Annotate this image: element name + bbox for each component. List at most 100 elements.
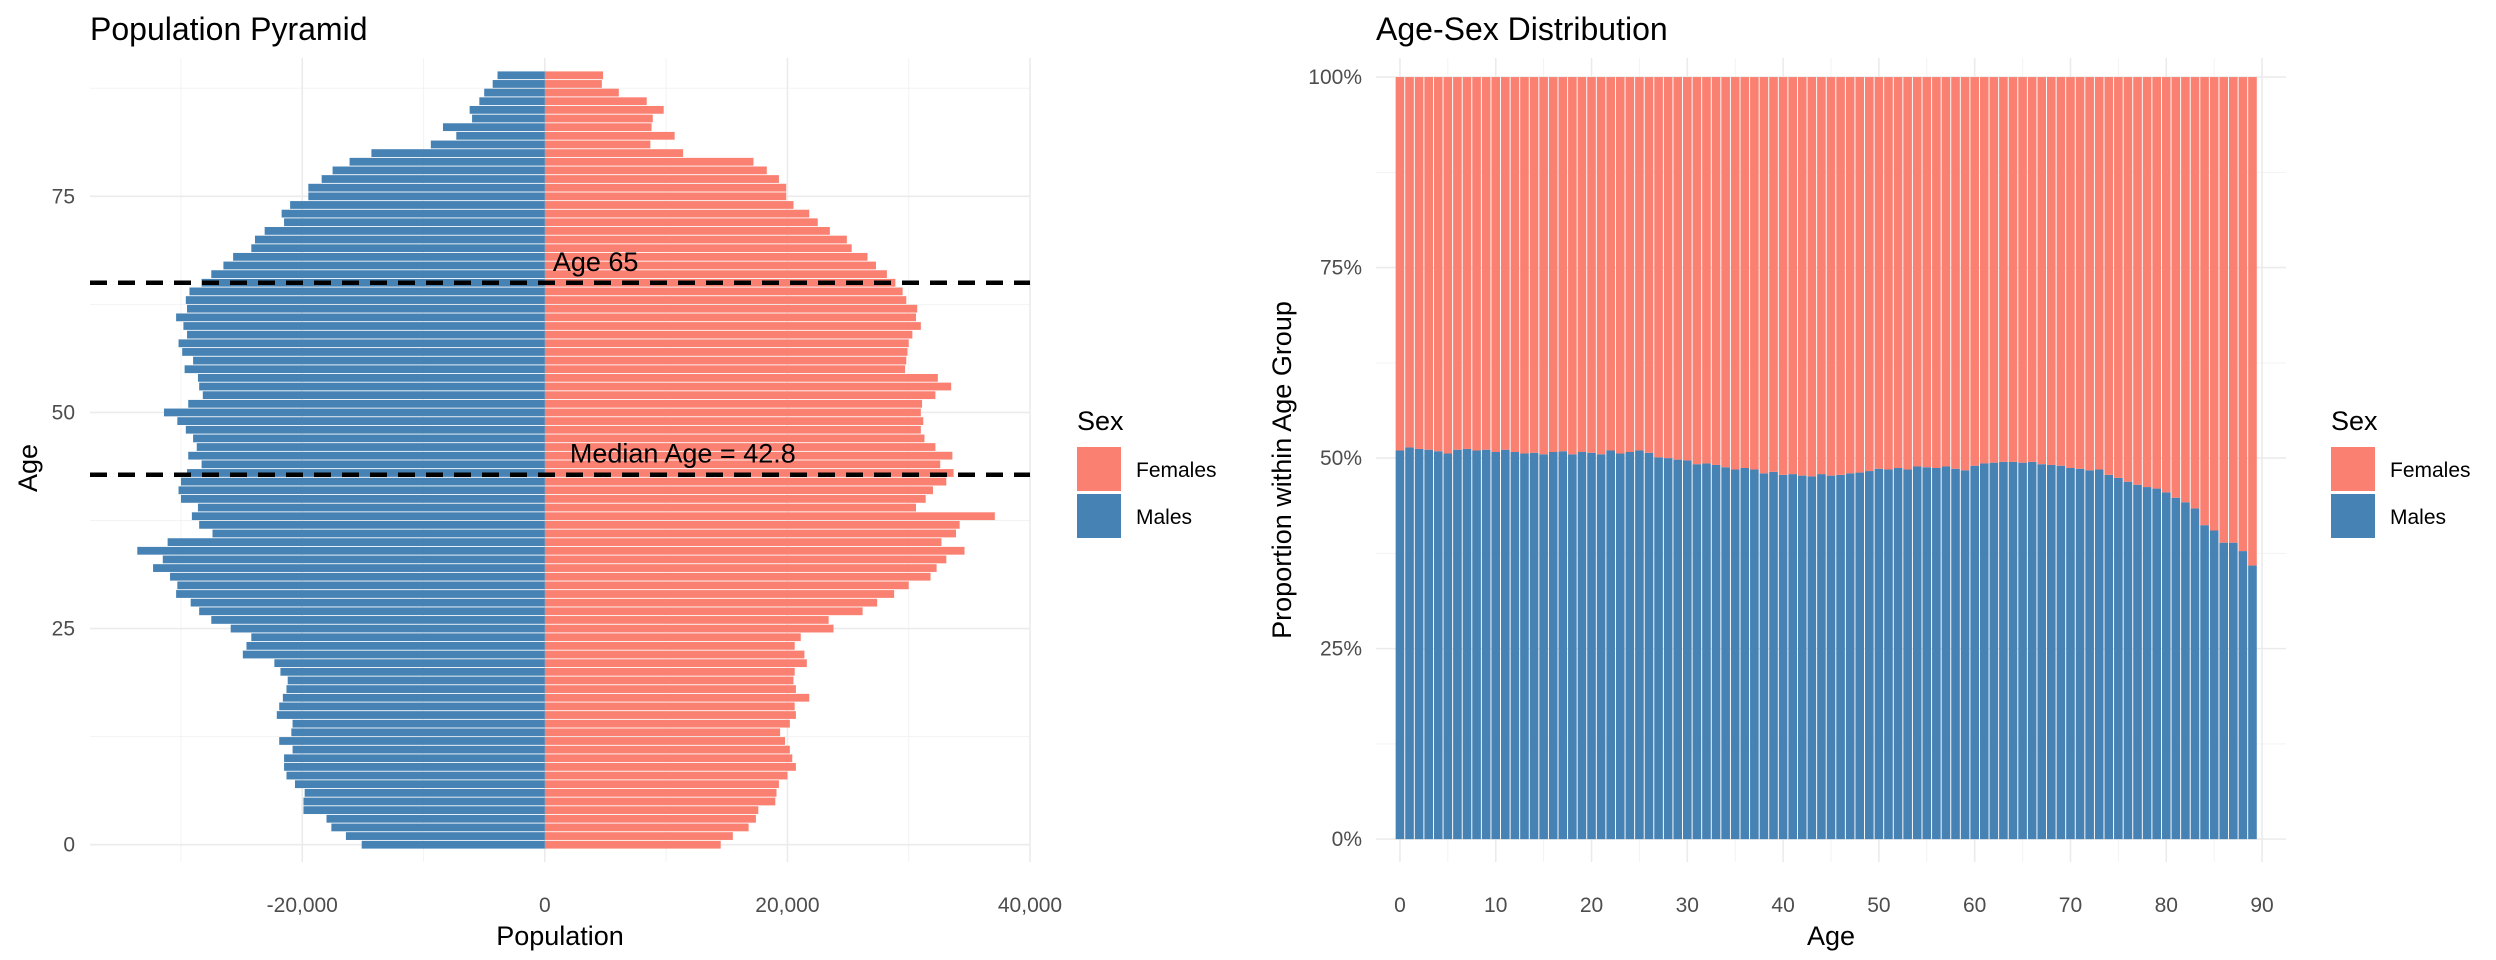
pyramid-bar-females <box>544 624 834 633</box>
pyramid-bar-males <box>492 80 545 88</box>
pyramid-bar-females <box>544 391 936 400</box>
pyramid-bar-males <box>180 477 545 486</box>
distribution-bar-males <box>2123 481 2133 840</box>
pyramid-bar-males <box>137 546 545 555</box>
distribution-y-tick-label: 50% <box>1320 447 1362 470</box>
distribution-bar-females <box>1922 77 1932 468</box>
distribution-bar-males <box>2037 464 2047 840</box>
distribution-bar-females <box>1453 77 1462 450</box>
distribution-bar-males <box>1951 468 1960 840</box>
distribution-bar-males <box>1414 448 1424 840</box>
distribution-bar-females <box>2075 77 2085 469</box>
pyramid-bar-males <box>178 339 545 348</box>
distribution-bar-males <box>2200 525 2209 840</box>
distribution-bar-males <box>2238 551 2248 840</box>
distribution-bar-females <box>2094 77 2104 470</box>
pyramid-bar-females <box>544 149 684 157</box>
distribution-bar-females <box>2008 77 2018 462</box>
distribution-bar-males <box>1501 449 1510 840</box>
pyramid-bar-males <box>294 780 545 789</box>
distribution-bar-females <box>2152 77 2161 489</box>
pyramid-bar-males <box>284 754 545 763</box>
distribution-bar-males <box>2209 530 2219 840</box>
distribution-bar-females <box>1462 77 1472 449</box>
pyramid-bar-females <box>544 676 794 685</box>
distribution-bar-females <box>1587 77 1596 453</box>
distribution-x-tick-label: 40 <box>1771 894 1794 917</box>
distribution-bar-females <box>2190 77 2200 509</box>
pyramid-bar-males <box>345 832 545 840</box>
pyramid-bar-males <box>430 140 545 149</box>
distribution-legend-label-females: Females <box>2390 459 2471 482</box>
pyramid-bar-females <box>544 417 924 425</box>
pyramid-bar-males <box>254 235 545 244</box>
pyramid-bar-females <box>544 806 759 815</box>
distribution-bar-males <box>1472 450 1481 840</box>
pyramid-bar-males <box>280 667 545 676</box>
pyramid-bar-females <box>544 728 781 737</box>
distribution-bar-males <box>1443 453 1453 840</box>
distribution-bar-females <box>1510 77 1520 452</box>
distribution-bar-males <box>1979 463 1989 840</box>
distribution-bar-females <box>1721 77 1730 468</box>
distribution-bar-males <box>1932 468 1941 840</box>
distribution-bar-females <box>2171 77 2181 498</box>
pyramid-bar-females <box>544 166 767 175</box>
pyramid-bar-males <box>290 201 545 209</box>
distribution-bar-males <box>2161 492 2171 840</box>
pyramid-legend-key-females <box>1077 447 1121 491</box>
distribution-bar-males <box>2142 487 2152 840</box>
distribution-bar-females <box>1836 77 1845 475</box>
distribution-bar-females <box>1414 77 1424 449</box>
distribution-bar-males <box>1989 462 1999 840</box>
distribution-bar-males <box>2047 464 2056 840</box>
distribution-bar-females <box>1520 77 1529 454</box>
distribution-bar-females <box>1663 77 1673 459</box>
pyramid-bar-males <box>187 304 545 313</box>
distribution-x-tick-label: 30 <box>1676 894 1699 917</box>
pyramid-bar-males <box>251 633 545 642</box>
pyramid-bar-females <box>544 564 937 572</box>
distribution-bar-females <box>1865 77 1874 472</box>
distribution-x-tick-label: 20 <box>1580 894 1603 917</box>
distribution-bar-females <box>2200 77 2209 526</box>
pyramid-bar-females <box>544 227 830 235</box>
distribution-bar-females <box>2037 77 2047 465</box>
distribution-x-tick-label: 0 <box>1394 894 1406 917</box>
distribution-bar-males <box>1529 452 1539 840</box>
pyramid-bar-females <box>544 287 903 296</box>
pyramid-bar-males <box>197 503 545 512</box>
distribution-x-tick-label: 50 <box>1867 894 1890 917</box>
distribution-bar-males <box>2133 484 2142 840</box>
pyramid-x-axis-label: Population <box>496 921 624 951</box>
pyramid-bar-females <box>544 175 779 183</box>
distribution-bar-females <box>1548 77 1558 452</box>
pyramid-bar-females <box>544 105 664 114</box>
distribution-bar-males <box>1424 449 1433 840</box>
distribution-bar-males <box>1941 466 1951 840</box>
pyramid-bar-males <box>281 209 545 218</box>
distribution-bar-males <box>1673 459 1683 840</box>
distribution-bar-females <box>1788 77 1797 475</box>
distribution-bar-females <box>1759 77 1769 474</box>
pyramid-bar-males <box>177 417 545 425</box>
distribution-y-axis-label: Proportion within Age Group <box>1267 301 1297 639</box>
pyramid-bar-males <box>484 88 545 97</box>
pyramid-reference-label: Median Age = 42.8 <box>570 439 796 469</box>
distribution-bar-females <box>1481 77 1491 450</box>
pyramid-bar-males <box>176 590 545 598</box>
pyramid-bar-females <box>544 373 938 382</box>
distribution-y-tick-label: 25% <box>1320 638 1362 661</box>
distribution-bar-females <box>2181 77 2190 503</box>
distribution-bar-males <box>1807 476 1817 840</box>
distribution-bar-males <box>2171 497 2181 840</box>
pyramid-x-tick-label: 40,000 <box>998 894 1062 917</box>
pyramid-bar-males <box>211 270 545 279</box>
distribution-bar-females <box>1740 77 1750 469</box>
pyramid-bar-males <box>193 434 545 443</box>
distribution-bar-females <box>1424 77 1433 450</box>
pyramid-bar-males <box>292 719 545 728</box>
pyramid-bar-females <box>544 693 810 702</box>
pyramid-y-tick-label: 0 <box>63 834 75 857</box>
distribution-bar-females <box>1989 77 1999 463</box>
